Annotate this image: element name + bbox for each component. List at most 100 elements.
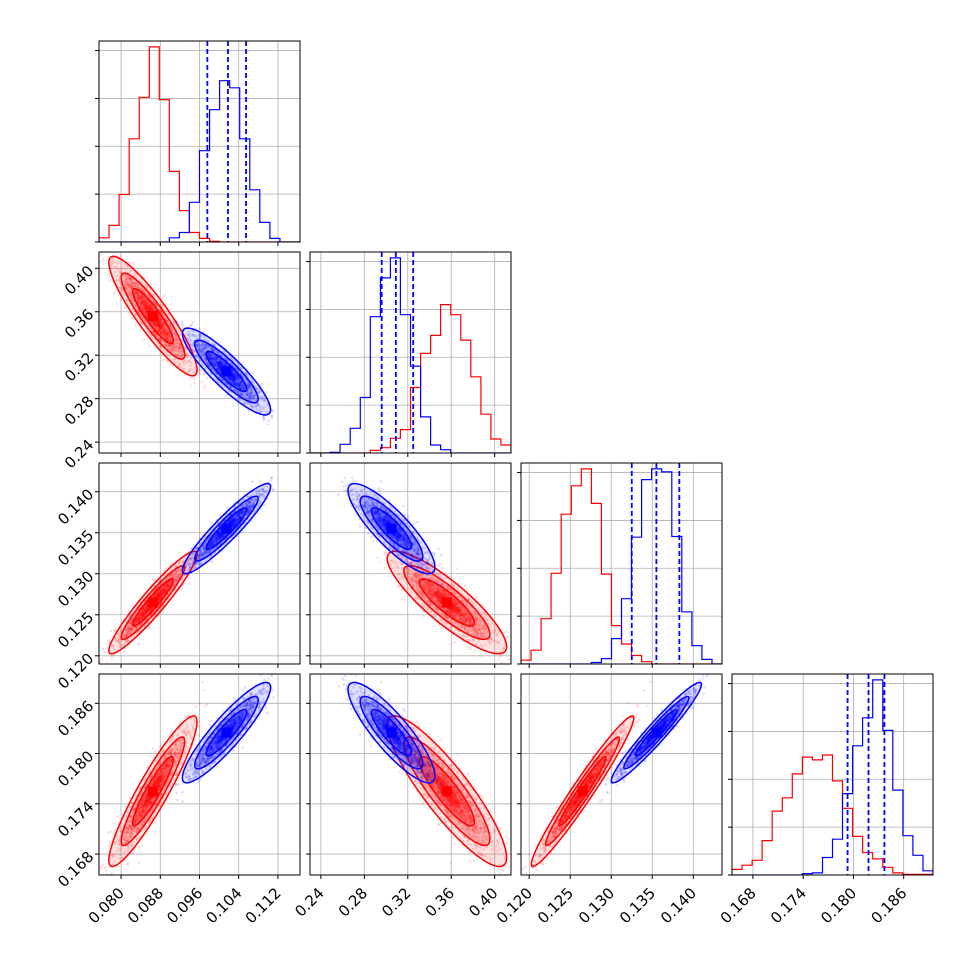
scatter-panel-p1-p2 bbox=[306, 462, 512, 668]
scatter-series-0-p1-p3 bbox=[373, 680, 511, 875]
hist-panel-p0 bbox=[95, 40, 301, 246]
x-tick-label-p1-1: 0.28 bbox=[335, 884, 371, 920]
contour-s1-l1 bbox=[193, 339, 259, 404]
x-tick-label-p1-3: 0.36 bbox=[422, 884, 458, 920]
contour-s0-l2 bbox=[558, 755, 607, 827]
x-tick-label-p2-2: 0.130 bbox=[575, 884, 618, 927]
scatter-series-1-p1-p2 bbox=[337, 476, 444, 587]
x-tick-label-p0-0: 0.080 bbox=[85, 884, 128, 927]
contour-s0-l1 bbox=[403, 564, 491, 641]
scatter-series-1-p0-p3 bbox=[173, 674, 275, 803]
x-tick-label-p3-0: 0.168 bbox=[717, 884, 760, 927]
scatter-series-1-p1-p3 bbox=[337, 674, 444, 803]
contour-s0-l0 bbox=[386, 715, 508, 868]
scatter-series-1-p0-p1 bbox=[173, 319, 275, 426]
hist-series-0-p0 bbox=[99, 46, 300, 242]
hist-panel-p3: 0.168 0.174 0.180 0.186 bbox=[717, 673, 934, 927]
x-tick-label-p1-0: 0.24 bbox=[291, 884, 327, 920]
panel-frame bbox=[309, 673, 512, 876]
scatter-series-0-p2-p3 bbox=[521, 680, 652, 875]
y-tick-label-p3-2: 0.180 bbox=[54, 747, 97, 790]
panel-frame bbox=[520, 462, 723, 665]
hist-series-0-p2 bbox=[521, 468, 722, 664]
contour-s1-l0 bbox=[347, 681, 436, 784]
contour-s1-l2 bbox=[370, 507, 413, 551]
contour-s1-l2 bbox=[370, 708, 413, 757]
contour-s0-l0 bbox=[386, 550, 508, 655]
contour-s1-l2 bbox=[205, 350, 248, 393]
contour-s1-l0 bbox=[181, 482, 272, 575]
contour-s0-l0 bbox=[530, 715, 635, 868]
scatter-series-0-p0-p1 bbox=[99, 252, 212, 391]
y-tick-label-p3-0: 0.168 bbox=[54, 848, 97, 891]
contour-s0-l2 bbox=[131, 755, 174, 827]
contour-s1-l1 bbox=[359, 695, 424, 770]
x-tick-label-p2-4: 0.140 bbox=[657, 884, 700, 927]
y-tick-label-p2-2: 0.130 bbox=[54, 567, 97, 610]
scatter-panel-p0-p1: 0.24 0.28 0.32 0.36 0.40 bbox=[61, 251, 301, 472]
contour-s1-l0 bbox=[181, 681, 272, 784]
contour-s0-l0 bbox=[108, 255, 198, 377]
panel-frame bbox=[731, 673, 934, 876]
contour-s0-l1 bbox=[544, 736, 621, 847]
x-tick-label-p2-0: 0.120 bbox=[493, 884, 536, 927]
hist-series-0-p3 bbox=[732, 754, 933, 875]
contour-s0-l2 bbox=[418, 755, 476, 827]
x-tick-label-p0-4: 0.112 bbox=[242, 884, 285, 927]
contour-s1-l2 bbox=[205, 507, 248, 551]
y-tick-label-p3-3: 0.186 bbox=[54, 697, 97, 740]
x-tick-label-p3-1: 0.174 bbox=[767, 884, 810, 927]
contour-s1-l1 bbox=[359, 495, 424, 562]
contour-s1-l1 bbox=[193, 695, 259, 770]
contour-s0-l0 bbox=[108, 715, 198, 868]
y-tick-label-p3-1: 0.174 bbox=[54, 797, 97, 840]
hist-series-1-p1 bbox=[310, 257, 511, 453]
hist-series-0-p1 bbox=[310, 304, 511, 453]
scatter-panel-p1-p3: 0.24 0.28 0.32 0.36 0.40 bbox=[291, 673, 512, 920]
y-tick-label-p1-4: 0.40 bbox=[61, 262, 97, 298]
contour-s0-l2 bbox=[418, 578, 476, 627]
y-tick-label-p2-4: 0.140 bbox=[54, 485, 97, 528]
hist-series-1-p3 bbox=[732, 679, 933, 875]
contour-s1-l0 bbox=[181, 327, 272, 416]
y-tick-label-p2-1: 0.125 bbox=[54, 608, 97, 651]
contour-s0-l1 bbox=[120, 272, 186, 360]
contour-s1-l1 bbox=[623, 695, 690, 770]
panel-frame bbox=[309, 462, 512, 665]
x-tick-label-p2-3: 0.135 bbox=[616, 884, 659, 927]
hist-panel-p1 bbox=[306, 251, 512, 457]
x-tick-label-p0-3: 0.104 bbox=[202, 884, 245, 927]
scatter-series-0-p1-p2 bbox=[373, 533, 511, 664]
y-tick-label-p1-0: 0.24 bbox=[61, 436, 97, 472]
contour-s0-l2 bbox=[131, 287, 174, 345]
x-tick-label-p0-1: 0.088 bbox=[124, 884, 167, 927]
y-tick-label-p1-2: 0.32 bbox=[61, 349, 97, 385]
x-tick-label-p0-2: 0.096 bbox=[163, 884, 206, 927]
y-tick-label-p1-3: 0.36 bbox=[61, 305, 97, 341]
scatter-series-0-p0-p2 bbox=[99, 533, 212, 664]
scatter-series-0-p0-p3 bbox=[99, 680, 212, 875]
contour-s1-l1 bbox=[193, 495, 259, 562]
x-tick-label-p3-3: 0.186 bbox=[867, 884, 910, 927]
hist-series-1-p2 bbox=[521, 468, 722, 664]
contour-s1-l0 bbox=[347, 482, 436, 575]
y-tick-label-p1-1: 0.28 bbox=[61, 392, 97, 428]
y-tick-label-p2-3: 0.135 bbox=[54, 526, 97, 569]
x-tick-label-p2-1: 0.125 bbox=[534, 884, 577, 927]
contour-s0-l1 bbox=[403, 736, 491, 847]
contour-s1-l2 bbox=[205, 708, 248, 757]
contour-s0-l2 bbox=[131, 578, 174, 627]
hist-series-1-p0 bbox=[99, 80, 300, 242]
scatter-series-1-p0-p2 bbox=[173, 476, 275, 587]
contour-s0-l1 bbox=[120, 736, 186, 847]
hist-panel-p2 bbox=[517, 462, 723, 668]
panel-frame bbox=[309, 251, 512, 454]
contour-s1-l0 bbox=[610, 681, 703, 784]
scatter-series-1-p2-p3 bbox=[598, 674, 709, 803]
x-tick-label-p1-2: 0.32 bbox=[378, 884, 414, 920]
y-tick-label-p2-0: 0.120 bbox=[54, 649, 97, 692]
